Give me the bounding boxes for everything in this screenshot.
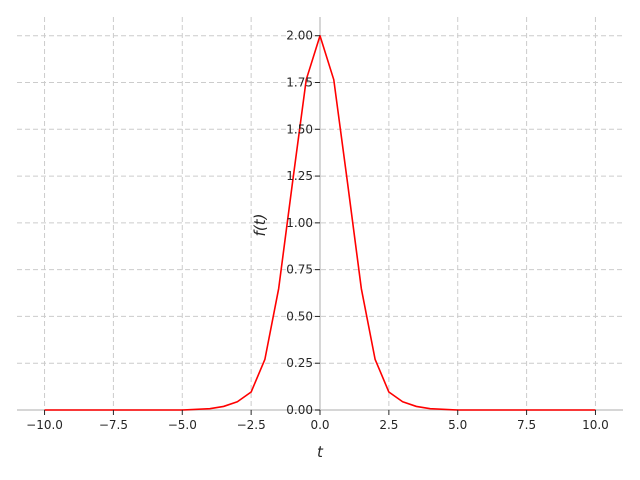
x-axis-label: t: [317, 443, 324, 461]
x-tick-label: 7.5: [517, 418, 536, 432]
y-tick-label: 2.00: [286, 29, 313, 43]
y-tick-label: 0.00: [286, 403, 313, 417]
y-tick-label: 0.75: [286, 263, 313, 277]
x-tick-label: −10.0: [26, 418, 63, 432]
x-tick-label: 0.0: [310, 418, 329, 432]
y-tick-label: 1.25: [286, 169, 313, 183]
x-tick-label: −5.0: [168, 418, 197, 432]
y-axis-label: f(t): [251, 214, 269, 237]
ticks-layer: −10.0 −7.5 −5.0 −2.5 0.0 2.5 5.0 7.5 10.0 0.00 0.2…: [26, 29, 609, 432]
y-tick-label: 1.75: [286, 76, 313, 90]
x-tick-label: 5.0: [448, 418, 467, 432]
x-tick-label: −7.5: [99, 418, 128, 432]
x-tick-label: 2.5: [379, 418, 398, 432]
y-tick-label: 1.50: [286, 122, 313, 136]
y-tick-label: 1.00: [286, 216, 313, 230]
y-tick-label: 0.50: [286, 309, 313, 323]
x-tick-label: 10.0: [582, 418, 609, 432]
y-tick-label: 0.25: [286, 356, 313, 370]
x-tick-label: −2.5: [237, 418, 266, 432]
axes-layer: [17, 17, 623, 411]
